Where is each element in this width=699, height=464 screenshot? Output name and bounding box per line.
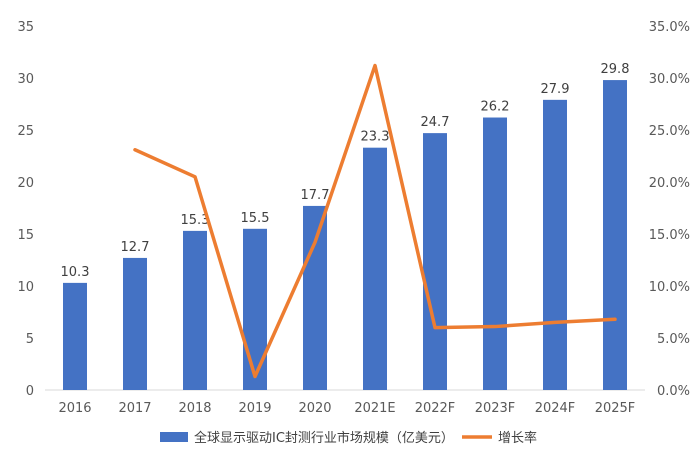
x-tick-label: 2022F [415,401,456,416]
y-left-tick-label: 35 [17,20,34,35]
bar [183,230,207,390]
y-right-tick-label: 0.0% [657,384,690,399]
bar [543,99,567,390]
bar-data-label: 24.7 [421,115,450,130]
x-tick-label: 2025F [595,401,636,416]
legend-label-bar: 全球显示驱动IC封测行业市场规模（亿美元） [194,430,454,446]
y-right-tick-label: 30.0% [649,72,690,87]
x-axis-ticks: 2016 2017 2018 2019 2020 2021E 2022F 2023F 2024F… [58,401,635,416]
x-tick-label: 2018 [178,401,211,416]
bar [243,228,267,390]
legend-label-line: 增长率 [498,430,537,446]
y-right-tick-label: 35.0% [649,20,690,35]
x-tick-label: 2021E [354,401,395,416]
growth-rate-line [133,63,617,379]
x-tick-label: 2024F [535,401,576,416]
y-right-tick-label: 5.0% [657,332,690,347]
x-tick-label: 2023F [475,401,516,416]
bar-data-labels: 10.3 12.7 15.3 15.5 17.7 23.3 24.7 26.2 27.9 29.8 [61,62,630,280]
x-tick-label: 2020 [298,401,331,416]
y-left-tick-label: 20 [17,176,34,191]
bar [483,117,507,391]
y-left-tick-label: 10 [17,280,34,295]
bar-data-label: 17.7 [301,188,330,203]
bar-data-label: 15.3 [181,213,210,228]
y-left-tick-label: 30 [17,72,34,87]
y-right-tick-label: 25.0% [649,124,690,139]
legend: 全球显示驱动IC封测行业市场规模（亿美元） 增长率 [160,430,537,446]
bar [303,205,327,390]
bar-data-label: 15.5 [241,211,270,226]
bar [363,147,387,390]
bar [63,282,87,390]
y-left-axis-ticks: 0 5 10 15 20 25 30 35 [17,20,34,399]
bar-series [63,80,627,391]
legend-swatch-bar [160,432,188,442]
y-left-tick-label: 15 [17,228,34,243]
y-right-tick-label: 10.0% [649,280,690,295]
x-tick-label: 2016 [58,401,91,416]
bar-data-label: 10.3 [61,265,90,280]
bar-data-label: 26.2 [481,100,510,115]
bar [423,133,447,390]
bar-data-label: 23.3 [361,130,390,145]
bar [123,257,147,390]
y-right-axis-ticks: 0.0% 5.0% 10.0% 15.0% 20.0% 25.0% 30.0% 35.0% [649,20,690,399]
y-left-tick-label: 25 [17,124,34,139]
bar [603,80,627,390]
x-tick-label: 2017 [118,401,151,416]
bar-data-label: 12.7 [121,240,150,255]
y-left-tick-label: 0 [26,384,34,399]
bar-data-label: 27.9 [541,82,570,97]
x-tick-label: 2019 [238,401,271,416]
y-left-tick-label: 5 [26,332,34,347]
y-right-tick-label: 20.0% [649,176,690,191]
bar-data-label: 29.8 [601,62,630,77]
y-right-tick-label: 15.0% [649,228,690,243]
